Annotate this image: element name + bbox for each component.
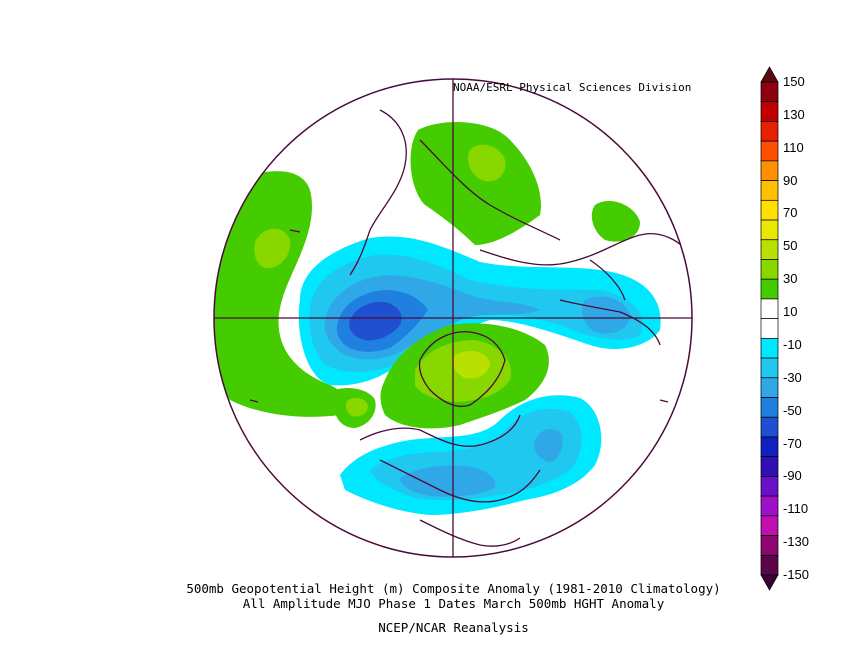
colorbar-swatch: [760, 436, 779, 458]
coastline-europe: [559, 259, 661, 346]
colorbar-bottom-arrow: [760, 574, 779, 591]
colorbar-swatch: [760, 495, 779, 517]
colorbar-tick-label: 70: [783, 205, 798, 221]
colorbar-swatch: [760, 357, 779, 379]
colorbar-swatch: [760, 278, 779, 300]
title-line-2: All Amplitude MJO Phase 1 Dates March 50…: [242, 596, 665, 611]
anomaly-negative-arctic-90: [349, 301, 402, 341]
anomaly-positive-eurasia: [410, 121, 541, 245]
colorbar: [760, 66, 779, 591]
colorbar-tick-label: -130: [783, 534, 810, 550]
anomaly-positive-europe: [591, 201, 640, 242]
colorbar-tick-label: 150: [783, 74, 805, 89]
colorbar-tick-label: -70: [783, 435, 802, 451]
colorbar-swatch: [760, 456, 779, 477]
colorbar-swatch: [760, 338, 779, 359]
title-line-1: 500mb Geopotential Height (m) Composite …: [186, 581, 721, 596]
coastline-north-america: [359, 414, 541, 547]
colorbar-swatch: [760, 101, 779, 122]
colorbar-swatch: [760, 160, 779, 181]
colorbar-swatch: [760, 476, 779, 497]
title-line-3: NCEP/NCAR Reanalysis: [378, 620, 529, 635]
colorbar-tick-label: 10: [783, 304, 798, 320]
colorbar-tick-label: 130: [783, 106, 805, 122]
coastline-asia: [349, 109, 691, 276]
colorbar-swatch: [760, 318, 779, 339]
coastline-greenland: [418, 331, 506, 407]
anomaly-positive-pacific-2-core: [345, 398, 368, 417]
colorbar-swatch: [760, 554, 779, 576]
colorbar-tick-label: -30: [783, 369, 802, 385]
colorbar-swatch: [760, 298, 779, 319]
anomaly-negative-europe-30: [581, 296, 630, 334]
anomaly-positive-pacific: [214, 171, 351, 417]
colorbar-tick-label: -10: [783, 336, 802, 352]
colorbar-swatch: [760, 219, 779, 241]
colorbar-swatch: [760, 416, 779, 438]
colorbar-swatch: [760, 121, 779, 142]
colorbar-swatch: [760, 81, 779, 103]
colorbar-tick-label: -110: [783, 501, 809, 517]
anomaly-field: [214, 121, 661, 515]
anomaly-positive-greenland-max: [453, 350, 490, 379]
coastline-pacific-islands: [249, 229, 669, 403]
colorbar-swatch: [760, 140, 779, 162]
colorbar-swatch: [760, 377, 779, 398]
colorbar-tick-label: 110: [783, 139, 804, 155]
globe-outline: [213, 78, 693, 558]
colorbar-swatch: [760, 199, 779, 221]
colorbar-tick-label: 50: [783, 238, 798, 254]
colorbar-swatch: [760, 397, 779, 418]
anomaly-negative-atlantic-50: [400, 465, 496, 497]
colorbar-top-arrow: [760, 66, 779, 83]
colorbar-tick-label: 30: [783, 271, 798, 287]
colorbar-swatch: [760, 515, 779, 536]
anomaly-positive-eurasia-core: [468, 144, 506, 182]
colorbar-swatch: [760, 180, 779, 201]
colorbar-tick-label: -90: [783, 468, 802, 484]
coastlines: [249, 109, 691, 547]
colorbar-tick-label: 90: [783, 172, 798, 188]
colorbar-swatch: [760, 535, 779, 556]
anomaly-negative-atlantic-50b: [534, 428, 563, 462]
anomaly-positive-pacific-core: [254, 228, 291, 269]
colorbar-tick-label: -50: [783, 402, 802, 418]
colorbar-swatch: [760, 239, 779, 260]
colorbar-tick-label: -150: [783, 567, 810, 582]
colorbar-swatch: [760, 259, 779, 280]
credit-label: NOAA/ESRL Physical Sciences Division: [453, 81, 692, 94]
